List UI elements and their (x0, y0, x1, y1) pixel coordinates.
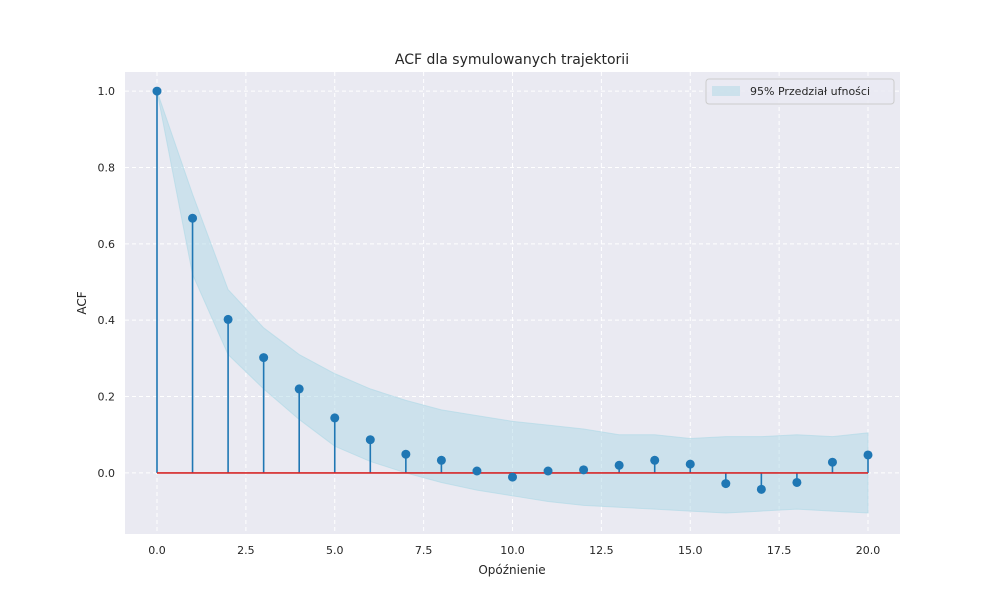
y-tick-label: 1.0 (98, 85, 116, 98)
x-tick-label: 12.5 (589, 544, 614, 557)
stem-marker (579, 465, 589, 475)
marker-layer (152, 86, 873, 494)
legend-swatch (712, 86, 740, 96)
x-axis-label: Opóźnienie (478, 563, 545, 577)
stem-marker (365, 435, 375, 445)
legend-box (705, 78, 895, 105)
y-axis-label: ACF (75, 291, 89, 314)
stem-marker (685, 459, 695, 469)
stem-marker (259, 353, 269, 363)
stem-marker (792, 477, 802, 487)
x-tick-label: 15.0 (678, 544, 703, 557)
stem-marker (152, 86, 162, 96)
stem-marker (436, 455, 446, 465)
x-tick-labels: 0.0 2.5 5.0 7.5 10.0 12.5 15.0 17.5 20.0 (148, 544, 880, 557)
stem-marker (650, 455, 660, 465)
x-tick-label: 0.0 (148, 544, 166, 557)
x-tick-label: 10.0 (500, 544, 525, 557)
y-tick-label: 0.2 (98, 391, 116, 404)
y-tick-label: 0.4 (98, 314, 116, 327)
x-tick-label: 7.5 (415, 544, 433, 557)
stem-marker (721, 479, 731, 489)
stem-marker (614, 460, 624, 470)
stem-marker (827, 457, 837, 467)
stem-marker (756, 484, 766, 494)
stem-marker (401, 449, 411, 459)
stem-marker (508, 472, 517, 482)
legend-label: 95% Przedział ufności (750, 85, 870, 98)
x-tick-label: 2.5 (237, 544, 255, 557)
stem-layer (156, 91, 869, 490)
stem-marker (863, 450, 873, 460)
y-tick-label: 0.6 (98, 238, 116, 251)
y-tick-label: 0.8 (98, 161, 116, 174)
stem-marker (330, 413, 340, 423)
x-tick-label: 5.0 (326, 544, 344, 557)
x-tick-label: 20.0 (856, 544, 881, 557)
stem-marker (188, 213, 198, 223)
stem-marker (543, 466, 553, 476)
stem-marker (294, 384, 304, 394)
y-tick-labels: 0.0 0.2 0.4 0.6 0.8 1.0 (98, 85, 116, 480)
stem-marker (472, 466, 482, 476)
x-tick-label: 17.5 (767, 544, 792, 557)
chart-title: ACF dla symulowanych trajektorii (395, 52, 629, 68)
stem-marker (223, 314, 233, 324)
legend: 95% Przedział ufności (705, 78, 895, 105)
y-tick-label: 0.0 (98, 467, 116, 480)
